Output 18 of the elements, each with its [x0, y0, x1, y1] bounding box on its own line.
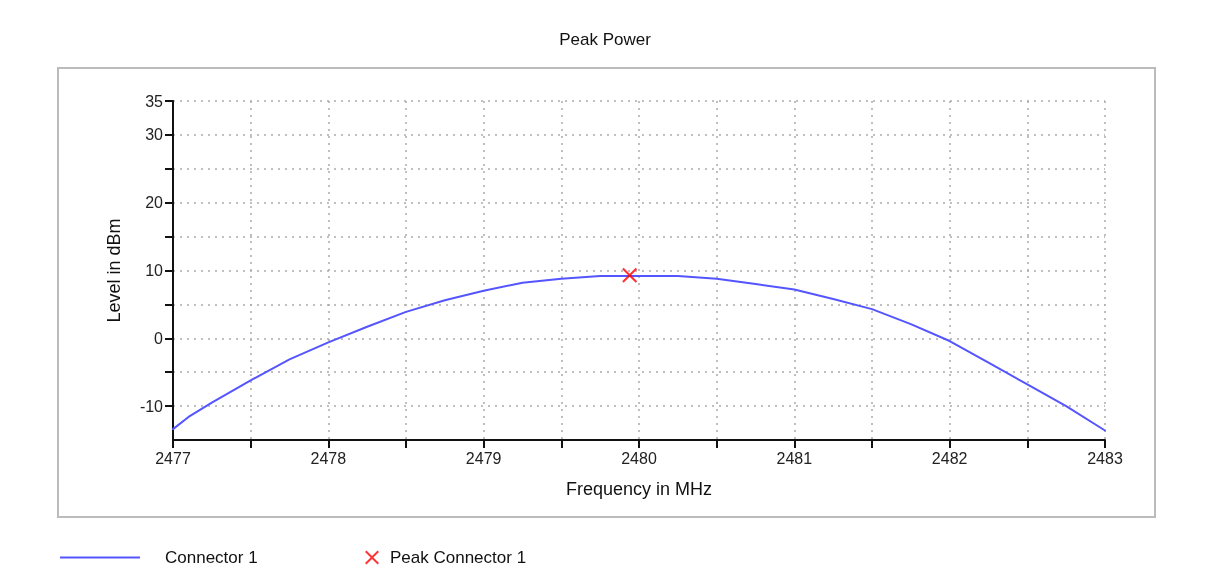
- y-tick-label: 10: [145, 262, 164, 279]
- x-tick-label: 2481: [776, 449, 813, 467]
- x-axis-title: Frequency in MHz: [565, 479, 713, 499]
- y-axis-title: Level in dBm: [104, 218, 124, 323]
- y-tick-label: 30: [145, 126, 164, 144]
- x-tick-label: 2478: [310, 449, 347, 467]
- x-tick-label: 2483: [1087, 449, 1123, 467]
- y-tick-label: -10: [139, 397, 164, 415]
- x-tick-label: 2480: [621, 449, 657, 467]
- chart-title: Peak Power: [559, 30, 652, 49]
- x-tick-label: 2477: [155, 449, 191, 467]
- x-tick-label: 2482: [931, 449, 968, 467]
- y-tick-label: 35: [145, 92, 164, 110]
- legend-label: Connector 1: [165, 548, 258, 567]
- x-tick-label: 2479: [465, 449, 502, 467]
- y-tick-label: 20: [145, 194, 164, 212]
- legend-label: Peak Connector 1: [390, 548, 527, 567]
- y-tick-label: 0: [154, 329, 164, 347]
